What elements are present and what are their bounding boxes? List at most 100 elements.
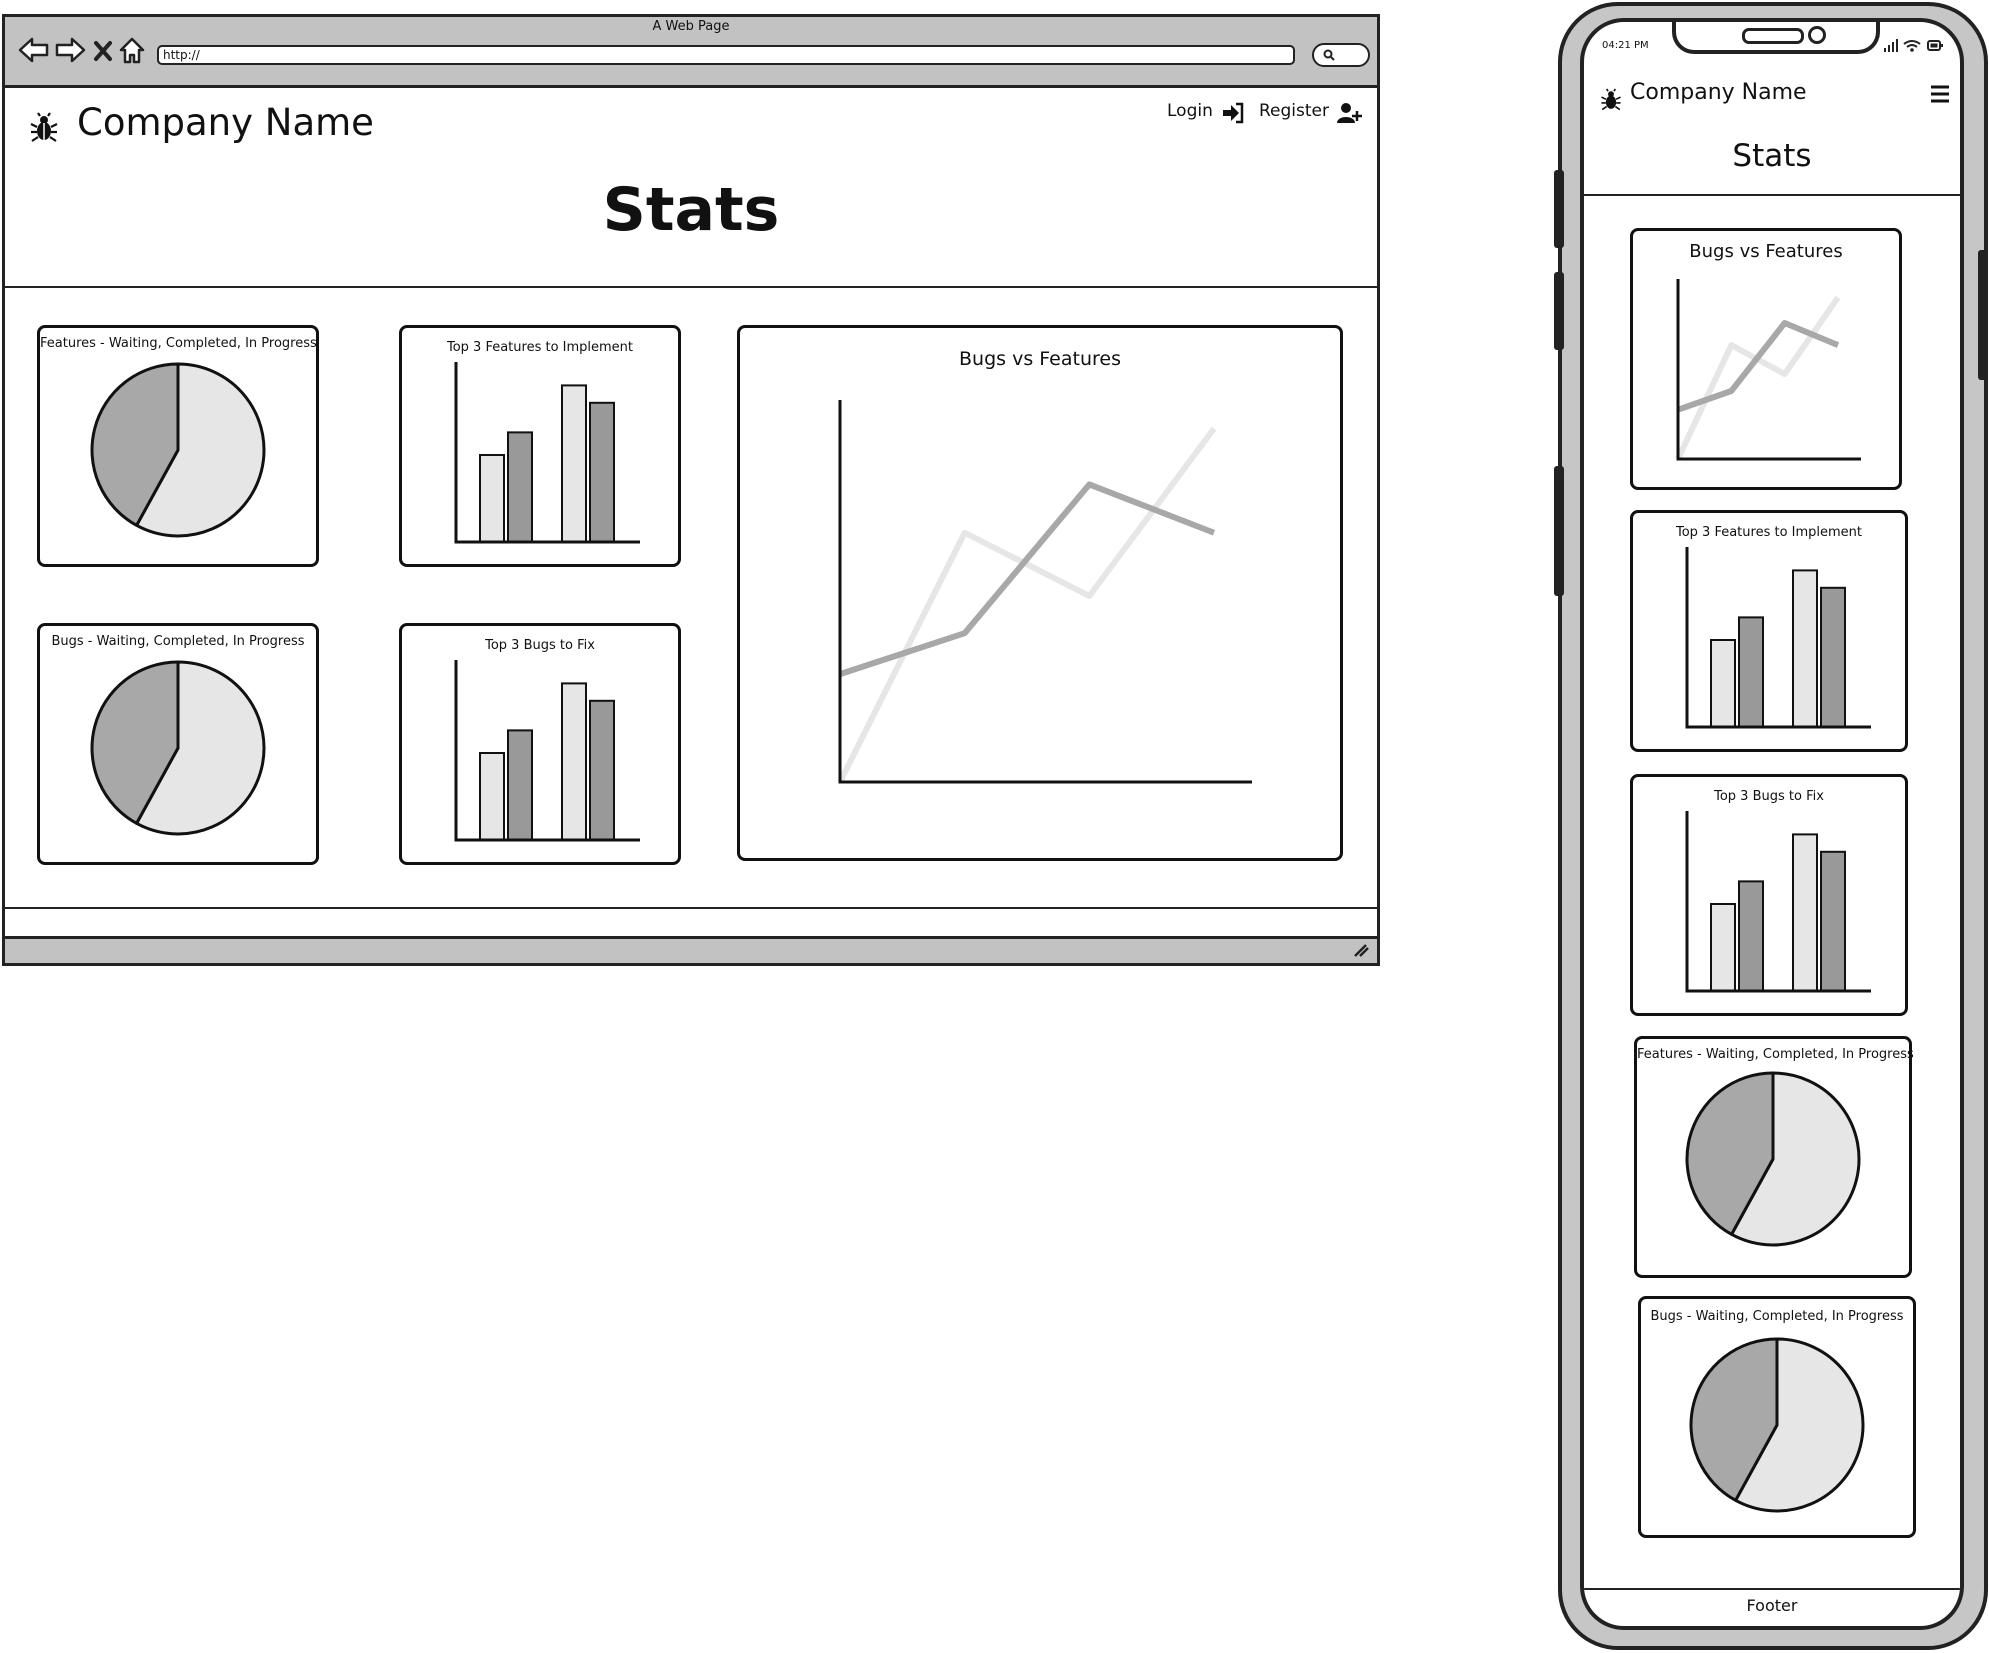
login-link[interactable]: Login (1167, 101, 1244, 125)
phone-notch (1672, 22, 1880, 54)
page-title: Stats (602, 175, 780, 245)
status-icons (1884, 39, 1943, 52)
bar (1820, 586, 1846, 728)
battery-icon (1927, 40, 1943, 51)
signal-icon (1884, 39, 1898, 52)
bar (1792, 833, 1818, 993)
pie-slice (135, 362, 266, 538)
top-bugs-bar-chart (454, 660, 640, 842)
footer-divider (5, 907, 1377, 909)
phone-bug-logo-icon (1601, 88, 1621, 111)
features-pie-card: Features - Waiting, Completed, In Progre… (37, 325, 319, 567)
browser-statusbar (5, 936, 1377, 963)
pie-slice (1685, 1071, 1775, 1236)
phone-company-name[interactable]: Company Name (1630, 80, 1807, 105)
user-plus-icon (1337, 103, 1362, 123)
forward-arrow-icon[interactable] (53, 35, 87, 65)
chart-axis (1685, 811, 1871, 993)
bar (1710, 903, 1736, 992)
register-link[interactable]: Register (1259, 101, 1362, 125)
line-series (1675, 295, 1841, 461)
phone-volume-up-button[interactable] (1554, 272, 1564, 350)
bar (1710, 639, 1736, 728)
phone-bugs-vs-features-line-chart (1675, 279, 1861, 461)
phone-bugs-pie-title: Bugs - Waiting, Completed, In Progress (1650, 1309, 1904, 1324)
phone-footer: Footer (1746, 1596, 1798, 1615)
search-icon (1323, 49, 1335, 61)
bar (1738, 616, 1764, 728)
phone-features-pie-title: Features - Waiting, Completed, In Progre… (1637, 1047, 1914, 1062)
bar (561, 682, 587, 842)
phone-footer-divider (1584, 1588, 1960, 1590)
bar (589, 699, 615, 841)
phone-bugs-vs-features-title: Bugs vs Features (1689, 241, 1843, 262)
bugs-vs-features-title: Bugs vs Features (959, 348, 1121, 370)
phone-screen: 04:21 PM Company Name Stats Bugs vs Feat… (1580, 18, 1964, 1630)
top-features-bar-chart (454, 362, 640, 544)
bugs-vs-features-card: Bugs vs Features (737, 325, 1343, 861)
camera-icon (1808, 26, 1826, 44)
phone-features-pie-card: Features - Waiting, Completed, In Progre… (1634, 1036, 1914, 1278)
line-series (837, 426, 1217, 784)
phone-top-features-card: Top 3 Features to Implement (1630, 510, 1908, 752)
top-bugs-title: Top 3 Bugs to Fix (485, 638, 595, 653)
bar (507, 431, 533, 543)
bugs-pie-card: Bugs - Waiting, Completed, In Progress (37, 623, 319, 865)
bar (507, 729, 533, 841)
phone-top-bugs-card: Top 3 Bugs to Fix (1630, 774, 1908, 1016)
features-pie-title: Features - Waiting, Completed, In Progre… (40, 336, 317, 351)
resize-grip-icon[interactable] (1353, 943, 1369, 957)
browser-window: A Web Page http:// Company Name Login (2, 14, 1380, 966)
browser-titlebar: A Web Page http:// (5, 17, 1377, 88)
bar (561, 384, 587, 544)
phone-top-bugs-title: Top 3 Bugs to Fix (1714, 789, 1824, 804)
pie-slice (135, 660, 266, 836)
status-time: 04:21 PM (1602, 40, 1649, 51)
chart-axis (454, 660, 640, 842)
phone-header-divider (1584, 194, 1960, 196)
phone-side-button[interactable] (1554, 170, 1564, 248)
chart-axis (454, 362, 640, 544)
window-title: A Web Page (652, 19, 730, 34)
company-name[interactable]: Company Name (77, 101, 374, 144)
bar (1792, 569, 1818, 729)
chart-axis (1685, 547, 1871, 729)
phone-page-title: Stats (1732, 138, 1812, 174)
bar (1820, 850, 1846, 992)
browser-search-button[interactable] (1312, 43, 1370, 67)
phone-bugs-pie-chart (1689, 1337, 1865, 1513)
top-features-title: Top 3 Features to Implement (446, 340, 634, 355)
close-x-icon[interactable] (91, 35, 115, 65)
line-series (1677, 320, 1840, 413)
back-arrow-icon[interactable] (17, 35, 51, 65)
top-bugs-card: Top 3 Bugs to Fix (399, 623, 681, 865)
chart-axis (838, 400, 1252, 784)
pie-slice (1734, 1337, 1865, 1513)
phone-top-bugs-bar-chart (1685, 811, 1871, 993)
phone-volume-down-button[interactable] (1554, 466, 1564, 596)
home-icon[interactable] (117, 35, 147, 65)
phone-power-button[interactable] (1978, 250, 1988, 380)
sign-in-icon (1223, 102, 1244, 124)
phone-bugs-vs-features-card: Bugs vs Features (1630, 228, 1902, 490)
phone-bugs-pie-card: Bugs - Waiting, Completed, In Progress (1638, 1296, 1916, 1538)
top-features-card: Top 3 Features to Implement (399, 325, 681, 567)
line-series (839, 481, 1216, 677)
phone-top-features-title: Top 3 Features to Implement (1675, 525, 1863, 540)
register-label: Register (1259, 101, 1329, 121)
phone-top-features-bar-chart (1685, 547, 1871, 729)
bar (1738, 880, 1764, 992)
bugs-pie-title: Bugs - Waiting, Completed, In Progress (51, 634, 305, 649)
header-divider (5, 286, 1377, 288)
wifi-icon (1903, 40, 1921, 52)
bugs-vs-features-line-chart (837, 400, 1252, 784)
phone-features-pie-chart (1685, 1071, 1861, 1247)
chart-axis (1676, 279, 1861, 461)
hamburger-menu-icon[interactable] (1930, 84, 1950, 104)
bar (479, 752, 505, 841)
address-bar[interactable]: http:// (157, 45, 1295, 65)
bar (479, 454, 505, 543)
pie-slice (90, 660, 180, 825)
bugs-pie-chart (90, 660, 266, 836)
pie-slice (1689, 1337, 1779, 1502)
